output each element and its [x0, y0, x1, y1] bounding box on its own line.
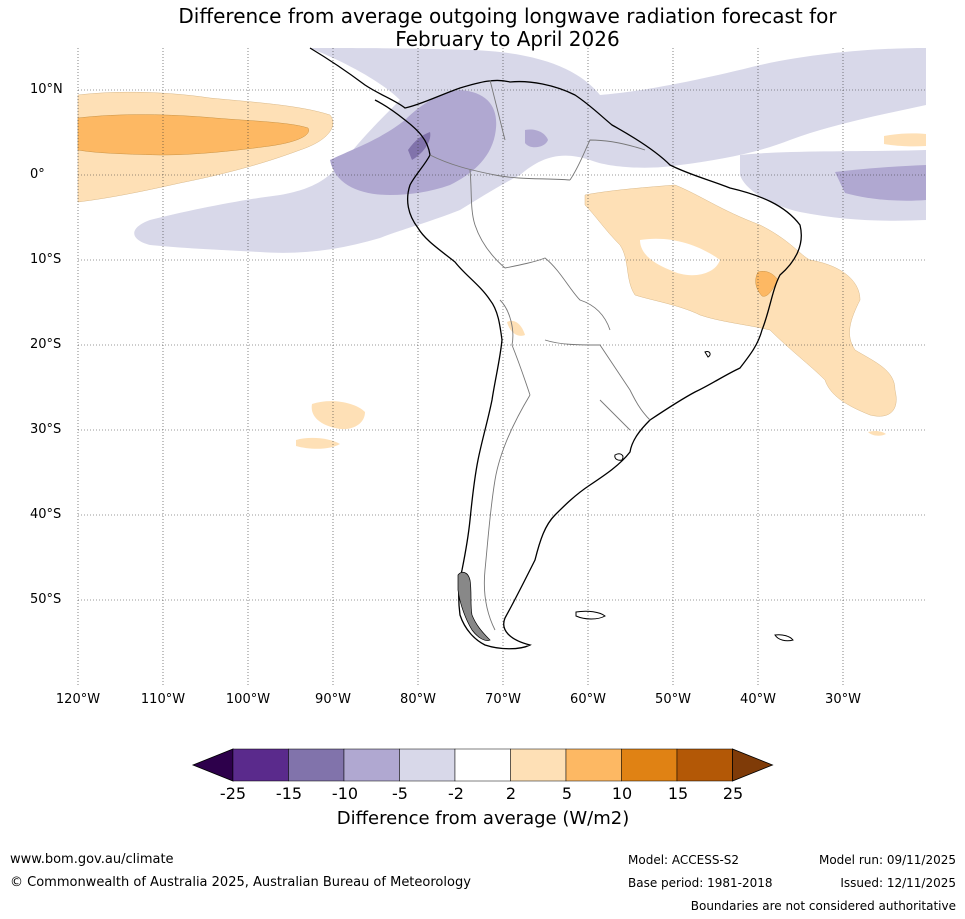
country-borders [429, 79, 651, 631]
lon-label: 120°W [55, 692, 101, 707]
lat-label: 40°S [30, 507, 62, 522]
north-sa-negative-light [134, 48, 926, 253]
anomaly-shading [77, 48, 926, 449]
south-pacific-positive-1 [311, 401, 365, 430]
model-name: Model: ACCESS-S2 [628, 853, 740, 867]
lon-label: 40°W [740, 692, 776, 707]
colorbar-tick-label: 15 [667, 784, 689, 803]
colorbar-tick-label: 5 [561, 784, 573, 803]
lon-label: 100°W [225, 692, 271, 707]
colorbar-segment [676, 748, 733, 782]
lat-label: 0° [30, 167, 45, 182]
lon-label: 80°W [400, 692, 436, 707]
chile-fjords [457, 571, 491, 641]
colorbar-tick-label: -15 [275, 784, 303, 803]
lon-label: 50°W [655, 692, 691, 707]
atlantic-negative-mid [835, 165, 926, 201]
model-run-date: Model run: 09/11/2025 [818, 853, 956, 867]
south-america-coastline [309, 47, 802, 650]
south-pacific-positive-2 [296, 437, 340, 449]
lon-label: 90°W [315, 692, 351, 707]
colorbar-tick-label: 10 [611, 784, 633, 803]
brazil-positive-light [584, 184, 897, 417]
lat-label: 20°S [30, 337, 62, 352]
lat-label: 10°N [30, 82, 63, 97]
colorbar-tick-label: -10 [331, 784, 359, 803]
colorbar-extend-max [732, 748, 774, 782]
brazil-positive-hole [640, 238, 720, 276]
lat-label: 30°S [30, 422, 62, 437]
boundaries-disclaimer: Boundaries are not considered authoritat… [690, 899, 956, 913]
colorbar-tick-label: 25 [722, 784, 744, 803]
lon-label: 70°W [485, 692, 521, 707]
colorbar-segment [343, 748, 400, 782]
lon-label: 30°W [825, 692, 861, 707]
lon-label: 110°W [140, 692, 186, 707]
colorbar-title: Difference from average (W/m2) [336, 808, 630, 829]
colorbar-segment [454, 748, 511, 782]
copyright-text: © Commonwealth of Australia 2025, Austra… [10, 875, 471, 890]
atlantic-negative-light [740, 150, 926, 221]
colorbar-segment [621, 748, 678, 782]
colorbar-segment [232, 748, 289, 782]
colorbar-extend-min [191, 748, 234, 782]
pacific-positive-mid [77, 114, 309, 156]
map-title-line1: Difference from average outgoing longwav… [178, 4, 837, 28]
colorbar [191, 748, 774, 782]
atlantic-positive-tiny [868, 430, 886, 436]
website-link[interactable]: www.bom.gov.au/climate [10, 852, 174, 867]
map-title-line2: February to April 2026 [395, 27, 620, 51]
colorbar-segment [288, 748, 345, 782]
colorbar-segment [510, 748, 567, 782]
atlantic-positive-small [884, 133, 926, 147]
island-outlines [575, 351, 794, 642]
brazil-positive-mid [755, 271, 779, 297]
venezuela-negative-mid [525, 129, 548, 148]
issued-date: Issued: 12/11/2025 [840, 876, 956, 890]
north-sa-negative-mid [330, 90, 497, 195]
colorbar-tick-label: 2 [505, 784, 517, 803]
colorbar-tick-label: -2 [448, 784, 464, 803]
colorbar-tick-label: -25 [219, 784, 247, 803]
lon-label: 60°W [570, 692, 606, 707]
lat-label: 10°S [30, 252, 62, 267]
andes-positive-small [507, 320, 525, 336]
lat-label: 50°S [30, 592, 62, 607]
colorbar-segment [399, 748, 456, 782]
base-period: Base period: 1981-2018 [628, 876, 773, 890]
colorbar-segment [565, 748, 622, 782]
colorbar-tick-label: -5 [392, 784, 408, 803]
